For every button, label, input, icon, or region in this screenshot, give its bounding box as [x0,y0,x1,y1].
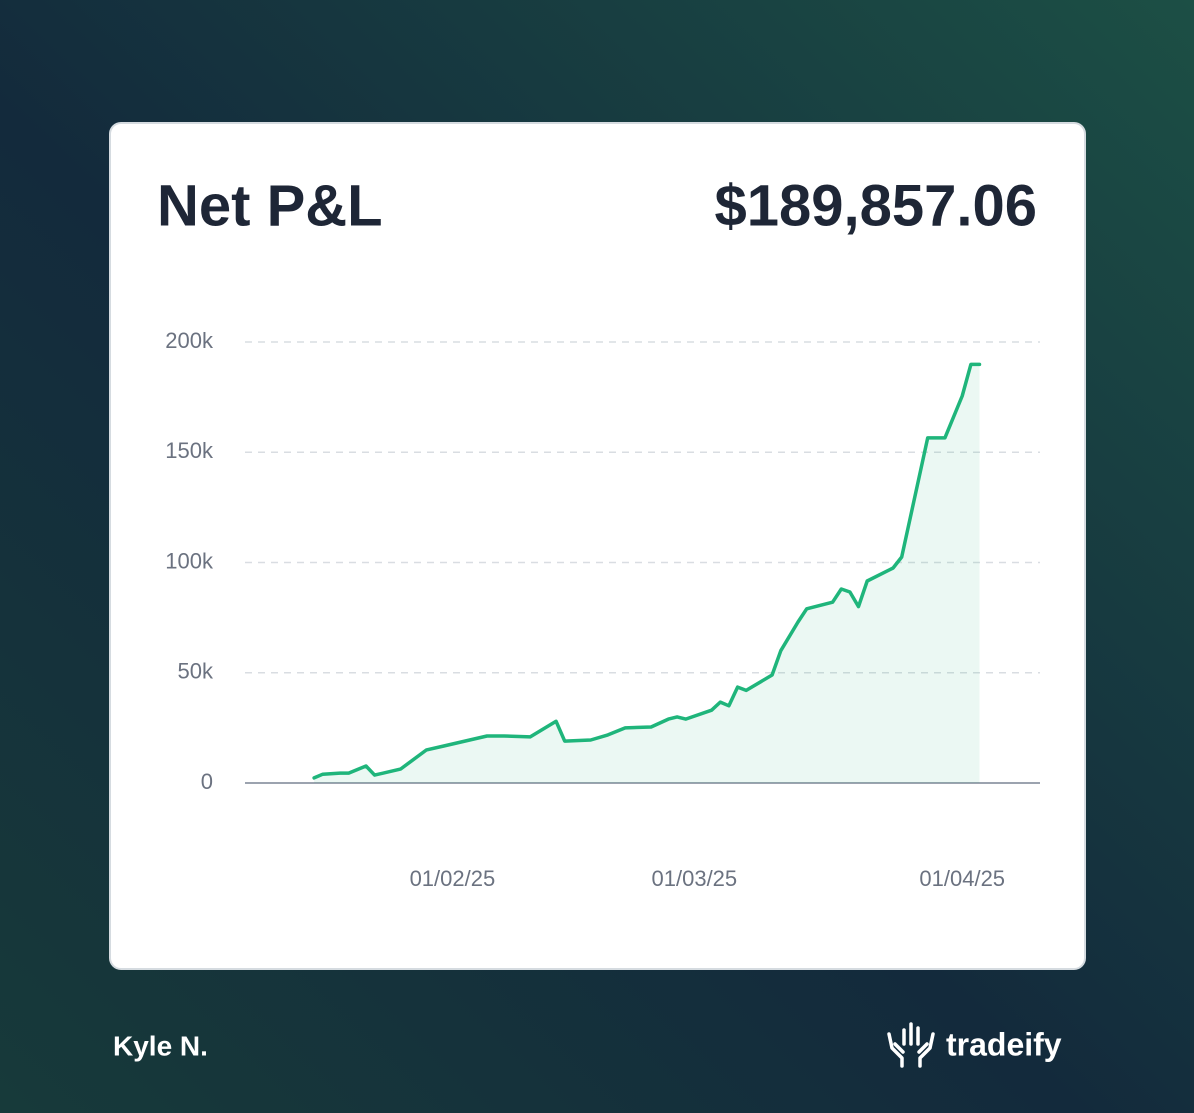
card [109,122,1086,970]
y-tick-label: 0 [201,769,213,794]
brand-name: tradeify [946,1026,1062,1062]
x-tick-label: 01/04/25 [919,866,1005,891]
y-tick-label: 100k [165,548,214,573]
y-tick-label: 200k [165,328,214,353]
x-tick-label: 01/02/25 [410,866,496,891]
area [314,364,980,783]
y-tick-label: 50k [178,659,214,684]
net-value: $189,857.06 [714,173,1037,238]
card-title: Net P&L [157,173,383,238]
line [312,362,982,780]
x-tick-label: 01/03/25 [652,866,738,891]
user-name: Kyle N. [113,1030,208,1061]
y-tick-label: 150k [165,438,214,463]
brand-logo [887,1022,935,1068]
